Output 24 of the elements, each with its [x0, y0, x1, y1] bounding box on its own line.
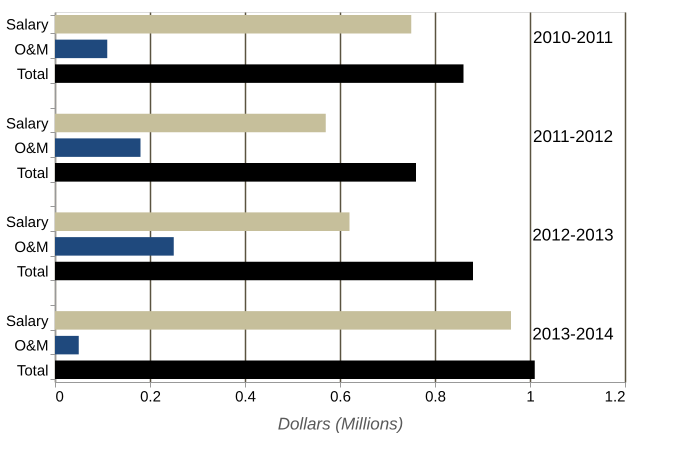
- x-tick-label: 1: [526, 388, 535, 406]
- y-tick-label: Salary: [6, 115, 49, 132]
- x-tick-label: 0.6: [330, 388, 351, 406]
- x-tick-label: 0.8: [425, 388, 446, 406]
- annotation: 2012-2013: [532, 226, 614, 245]
- x-tick-label: 0.2: [140, 388, 161, 406]
- annotation: 2011-2012: [532, 126, 614, 146]
- y-tick-label: Salary: [6, 16, 49, 34]
- y-tick-label: O&M: [14, 238, 48, 256]
- x-tick-label: 1.2: [604, 388, 626, 406]
- y-tick-label: Total: [16, 66, 48, 84]
- y-tick-label: Total: [16, 362, 48, 380]
- annotation: 2010-2011: [532, 28, 614, 48]
- y-tick-label: Salary: [6, 214, 49, 232]
- y-tick-label: O&M: [14, 140, 48, 158]
- x-tick-label: 0: [56, 388, 64, 406]
- y-tick-label: Total: [16, 264, 48, 281]
- y-tick-label: Salary: [6, 312, 49, 330]
- y-tick-label: O&M: [14, 338, 48, 355]
- x-tick-label: 0.4: [235, 388, 256, 406]
- x-axis-title: Dollars (Millions): [278, 414, 404, 434]
- y-tick-label: O&M: [14, 41, 48, 58]
- annotation: 2013-2014: [532, 324, 614, 344]
- y-tick-label: Total: [16, 164, 48, 182]
